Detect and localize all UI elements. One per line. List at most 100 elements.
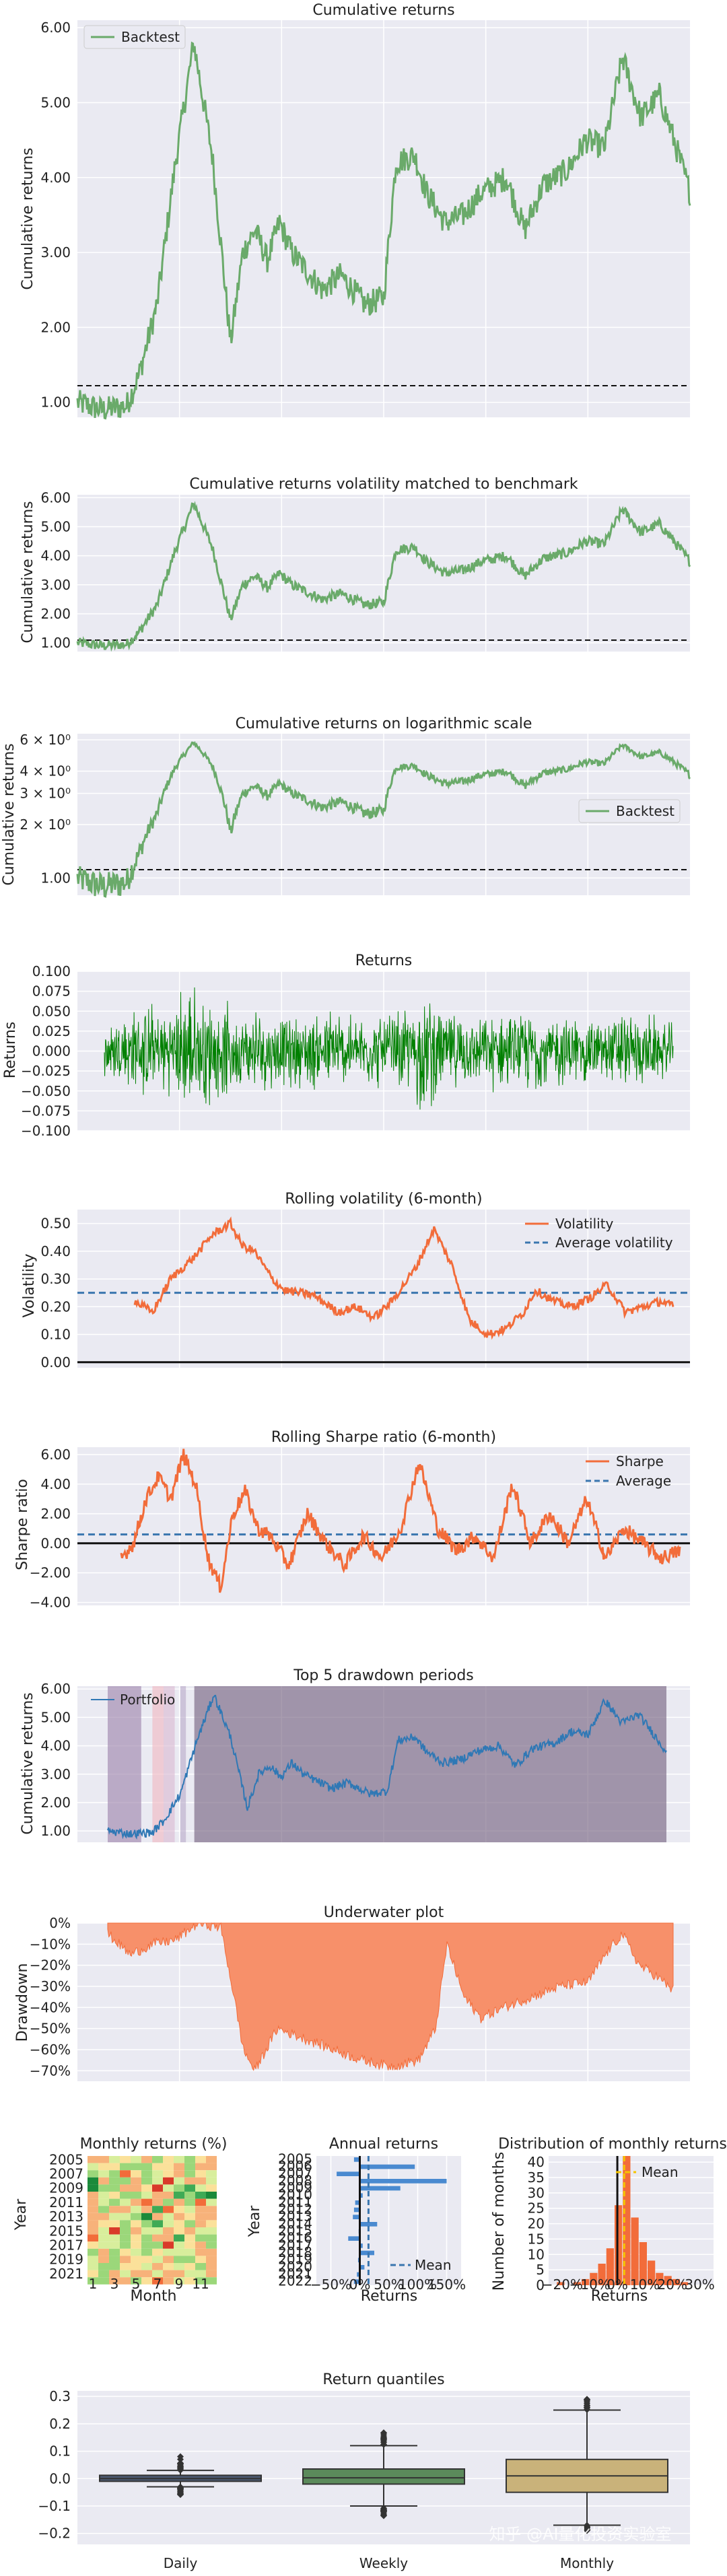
- heatmap-cell: [131, 2206, 141, 2213]
- heatmap-cell: [152, 2206, 163, 2213]
- heatmap-cell: [141, 2220, 152, 2227]
- legend: Backtest: [578, 799, 681, 823]
- heatmap-cell: [174, 2192, 184, 2199]
- heatmap-cell: [98, 2198, 109, 2206]
- heatmap-cell: [88, 2234, 98, 2242]
- y-tick-label: −30%: [30, 1978, 71, 1994]
- heatmap-cell: [184, 2163, 195, 2171]
- histogram-bar: [623, 2156, 631, 2285]
- heatmap-cell: [131, 2184, 141, 2192]
- heatmap-cell: [163, 2220, 174, 2227]
- histogram-bar: [664, 2276, 672, 2285]
- heatmap-cell: [174, 2213, 184, 2221]
- heatmap-cell: [141, 2184, 152, 2192]
- legend: Mean: [616, 2164, 679, 2180]
- heatmap-cell: [163, 2206, 174, 2213]
- y-tick-label: −50%: [30, 2021, 71, 2037]
- x-tick-label: 150%: [427, 2276, 466, 2293]
- y-tick-label: −0.025: [21, 1063, 71, 1079]
- heatmap-cell: [120, 2177, 131, 2185]
- heatmap-cell: [109, 2192, 120, 2199]
- y-tick-label: 5.00: [40, 94, 71, 110]
- x-tick-label: 5: [132, 2276, 141, 2292]
- histogram-bar: [656, 2272, 664, 2285]
- y-tick-label: 3 × 10⁰: [20, 786, 71, 802]
- heatmap-cell: [184, 2241, 195, 2249]
- heatmap-cell: [206, 2277, 217, 2285]
- heatmap-cell: [120, 2248, 131, 2256]
- y-tick-label: 3.00: [40, 577, 71, 593]
- y-tick-label: 2005: [278, 2151, 312, 2167]
- heatmap-cell: [163, 2277, 174, 2285]
- histogram-bar: [631, 2217, 639, 2285]
- outlier-marker: [584, 2526, 590, 2534]
- chart-title: Annual returns: [329, 2136, 438, 2153]
- y-tick-label: 2021: [49, 2266, 83, 2282]
- heatmap-cell: [109, 2206, 120, 2213]
- heatmap-cell: [152, 2263, 163, 2270]
- y-tick-label: 2014: [278, 2215, 312, 2231]
- heatmap-cell: [109, 2277, 120, 2285]
- annual-bar: [353, 2157, 360, 2162]
- heatmap-cell: [120, 2227, 131, 2235]
- series-line-backtest: [76, 41, 691, 420]
- y-tick-label: 25: [528, 2200, 545, 2217]
- rolling-sharpe-panel: Rolling Sharpe ratio (6-month) Sharpe ra…: [14, 1429, 690, 1611]
- y-tick-label: 2019: [278, 2252, 312, 2268]
- y-tick-label: −0.075: [21, 1103, 71, 1119]
- y-tick-label: 2020: [278, 2258, 312, 2274]
- heatmap-cell: [120, 2192, 131, 2199]
- y-tick-label: 2018: [278, 2244, 312, 2260]
- heatmap-cell: [141, 2156, 152, 2163]
- y-tick-label: −40%: [30, 1999, 71, 2015]
- histogram-bar: [639, 2242, 647, 2285]
- heatmap-cell: [174, 2184, 184, 2192]
- heatmap-cell: [152, 2234, 163, 2242]
- y-axis-label: Cumulative returns: [20, 1692, 36, 1834]
- histogram-bar: [615, 2205, 623, 2285]
- chart-title: Rolling volatility (6-month): [285, 1191, 482, 1208]
- y-tick-label: 2009: [278, 2180, 312, 2196]
- y-tick-label: 35: [528, 2169, 545, 2186]
- outlier-marker: [380, 2512, 387, 2519]
- heatmap-cell: [163, 2163, 174, 2171]
- x-tick-label: 9: [175, 2276, 184, 2292]
- heatmap-cell: [195, 2220, 206, 2227]
- series-line-volatility: [133, 1216, 674, 1340]
- y-tick-label: 0.00: [40, 1354, 71, 1370]
- y-tick-label: 2017: [49, 2237, 83, 2254]
- heatmap-cell: [174, 2263, 184, 2270]
- heatmap-cell: [152, 2277, 163, 2285]
- series-line-backtest: [76, 501, 691, 652]
- series-line-sharpe: [120, 1449, 681, 1593]
- heatmap-cell: [141, 2170, 152, 2178]
- heatmap-cell: [174, 2177, 184, 2185]
- watermark: 知乎 @AI量化投资实验室: [489, 2525, 671, 2544]
- heatmap-cell: [184, 2256, 195, 2263]
- y-tick-label: 0%: [49, 1915, 71, 1931]
- heatmap-cell: [109, 2234, 120, 2242]
- heatmap-cell: [195, 2177, 206, 2185]
- y-tick-label: 2005: [49, 2151, 83, 2167]
- heatmap-cell: [152, 2177, 163, 2185]
- y-tick-label: 2007: [278, 2165, 312, 2182]
- annual-bar: [353, 2279, 360, 2284]
- heatmap-cell: [88, 2270, 98, 2278]
- heatmap-cell: [131, 2170, 141, 2178]
- y-tick-label: 0.1: [49, 2443, 71, 2460]
- y-axis-label: Cumulative returns: [20, 501, 36, 643]
- heatmap-cell: [174, 2277, 184, 2285]
- heatmap-cell: [98, 2156, 109, 2163]
- y-tick-label: 2007: [49, 2166, 83, 2182]
- heatmap-cell: [206, 2192, 217, 2199]
- drawdown-periods-panel: Top 5 drawdown periods Cumulative return…: [20, 1667, 690, 1842]
- heatmap-cell: [109, 2256, 120, 2263]
- y-tick-label: 0.3: [49, 2388, 71, 2404]
- heatmap-cell: [141, 2241, 152, 2249]
- legend: Mean: [390, 2257, 452, 2273]
- heatmap-cell: [98, 2220, 109, 2227]
- drawdown-period-shade: [152, 1686, 164, 1842]
- heatmap-cell: [131, 2277, 141, 2285]
- y-tick-label: 0.10: [40, 1327, 71, 1343]
- heatmap-cell: [98, 2177, 109, 2185]
